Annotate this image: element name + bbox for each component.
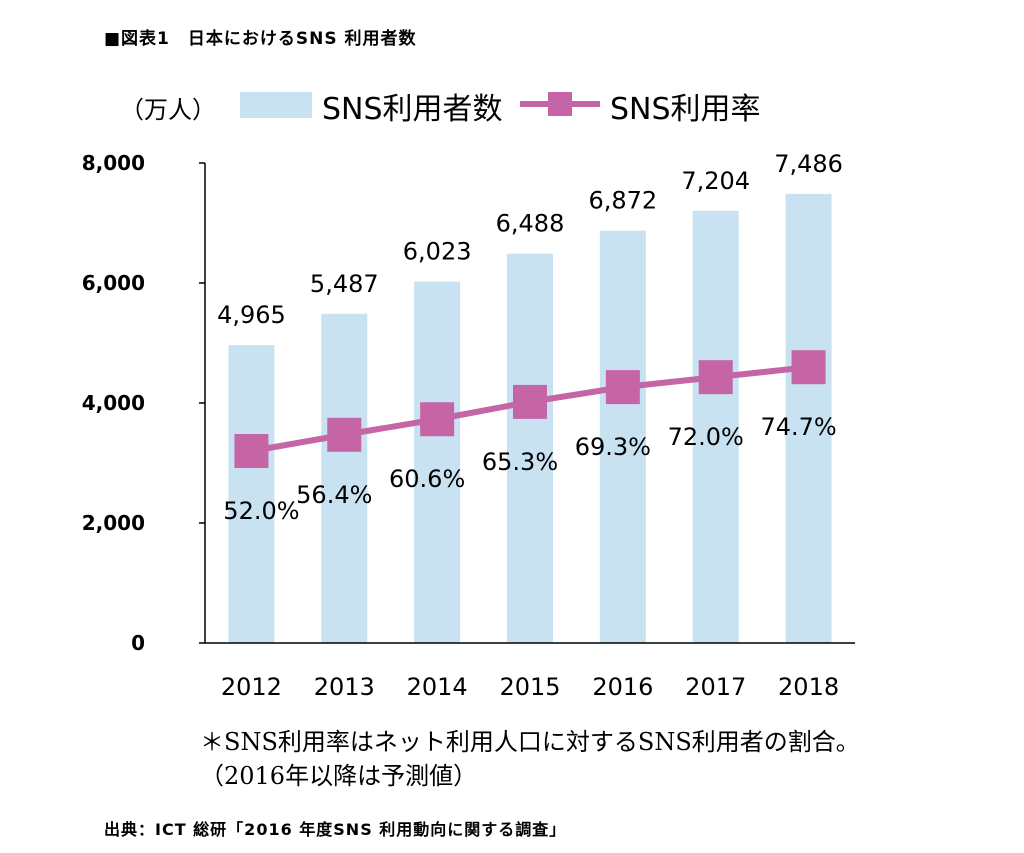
x-tick-label-2018: 2018	[778, 673, 839, 701]
bar-value-label: 6,872	[588, 187, 657, 215]
legend-line-label: SNS利用率	[610, 92, 761, 127]
bar-value-label: 7,486	[774, 150, 843, 178]
bar-2012	[228, 345, 275, 643]
rate-value-label: 56.4%	[296, 481, 372, 509]
rate-value-label: 65.3%	[482, 448, 558, 476]
rate-point-2018	[791, 350, 826, 385]
chart-title: ■図表1 日本におけるSNS 利用者数	[104, 29, 417, 49]
rate-point-2014	[420, 402, 455, 437]
rate-point-2013	[327, 417, 362, 452]
bar-2014	[414, 281, 461, 643]
x-tick-label-2015: 2015	[499, 673, 560, 701]
x-tick-label-2012: 2012	[221, 673, 282, 701]
bar-value-label: 4,965	[217, 301, 286, 329]
rate-value-label: 52.0%	[223, 497, 299, 525]
rate-point-2012	[234, 434, 269, 468]
rate-point-2016	[605, 370, 640, 405]
rate-value-label: 72.0%	[668, 423, 744, 451]
rate-point-2015	[513, 384, 547, 419]
rate-value-label: 69.3%	[575, 433, 651, 461]
rate-value-label: 74.7%	[760, 413, 836, 441]
x-tick-label-2013: 2013	[314, 673, 375, 701]
bar-2016	[599, 230, 646, 643]
rate-value-label: 60.6%	[389, 465, 465, 493]
legend-bar-label: SNS利用者数	[322, 92, 503, 127]
footnote-rate-definition: ＊SNS利用率はネット利用人口に対するSNS利用者の割合。	[200, 728, 860, 756]
footnote-forecast: （2016年以降は予測値）	[200, 762, 478, 790]
chart-area: 0 2,000 4,000 6,000 8,000 4,965 5,487 6,023 6,48…	[82, 150, 855, 701]
bar-2018	[785, 193, 832, 643]
bar-value-label: 6,488	[496, 210, 565, 238]
y-tick-label: 6,000	[82, 271, 145, 295]
legend-square-marker-icon	[548, 92, 572, 116]
x-tick-label-2014: 2014	[407, 673, 468, 701]
y-tick-label: 0	[131, 631, 145, 655]
rate-point-2017	[698, 360, 733, 395]
y-tick-label: 8,000	[82, 151, 145, 175]
bar-2015	[507, 253, 553, 643]
source-citation: 出典：ICT 総研「2016 年度SNS 利用動向に関する調査」	[104, 820, 567, 839]
bar-value-label: 6,023	[403, 238, 472, 266]
y-tick-label: 4,000	[82, 391, 145, 415]
bar-value-label: 7,204	[681, 167, 750, 195]
bar-2013	[321, 313, 368, 643]
x-tick-label-2017: 2017	[685, 673, 746, 701]
bar-value-label: 5,487	[310, 270, 379, 298]
bar-2017	[692, 210, 739, 643]
y-axis-unit-label: （万人）	[120, 96, 216, 124]
y-tick-label: 2,000	[82, 511, 145, 535]
legend-bar-swatch	[240, 92, 312, 118]
x-tick-label-2016: 2016	[592, 673, 653, 701]
